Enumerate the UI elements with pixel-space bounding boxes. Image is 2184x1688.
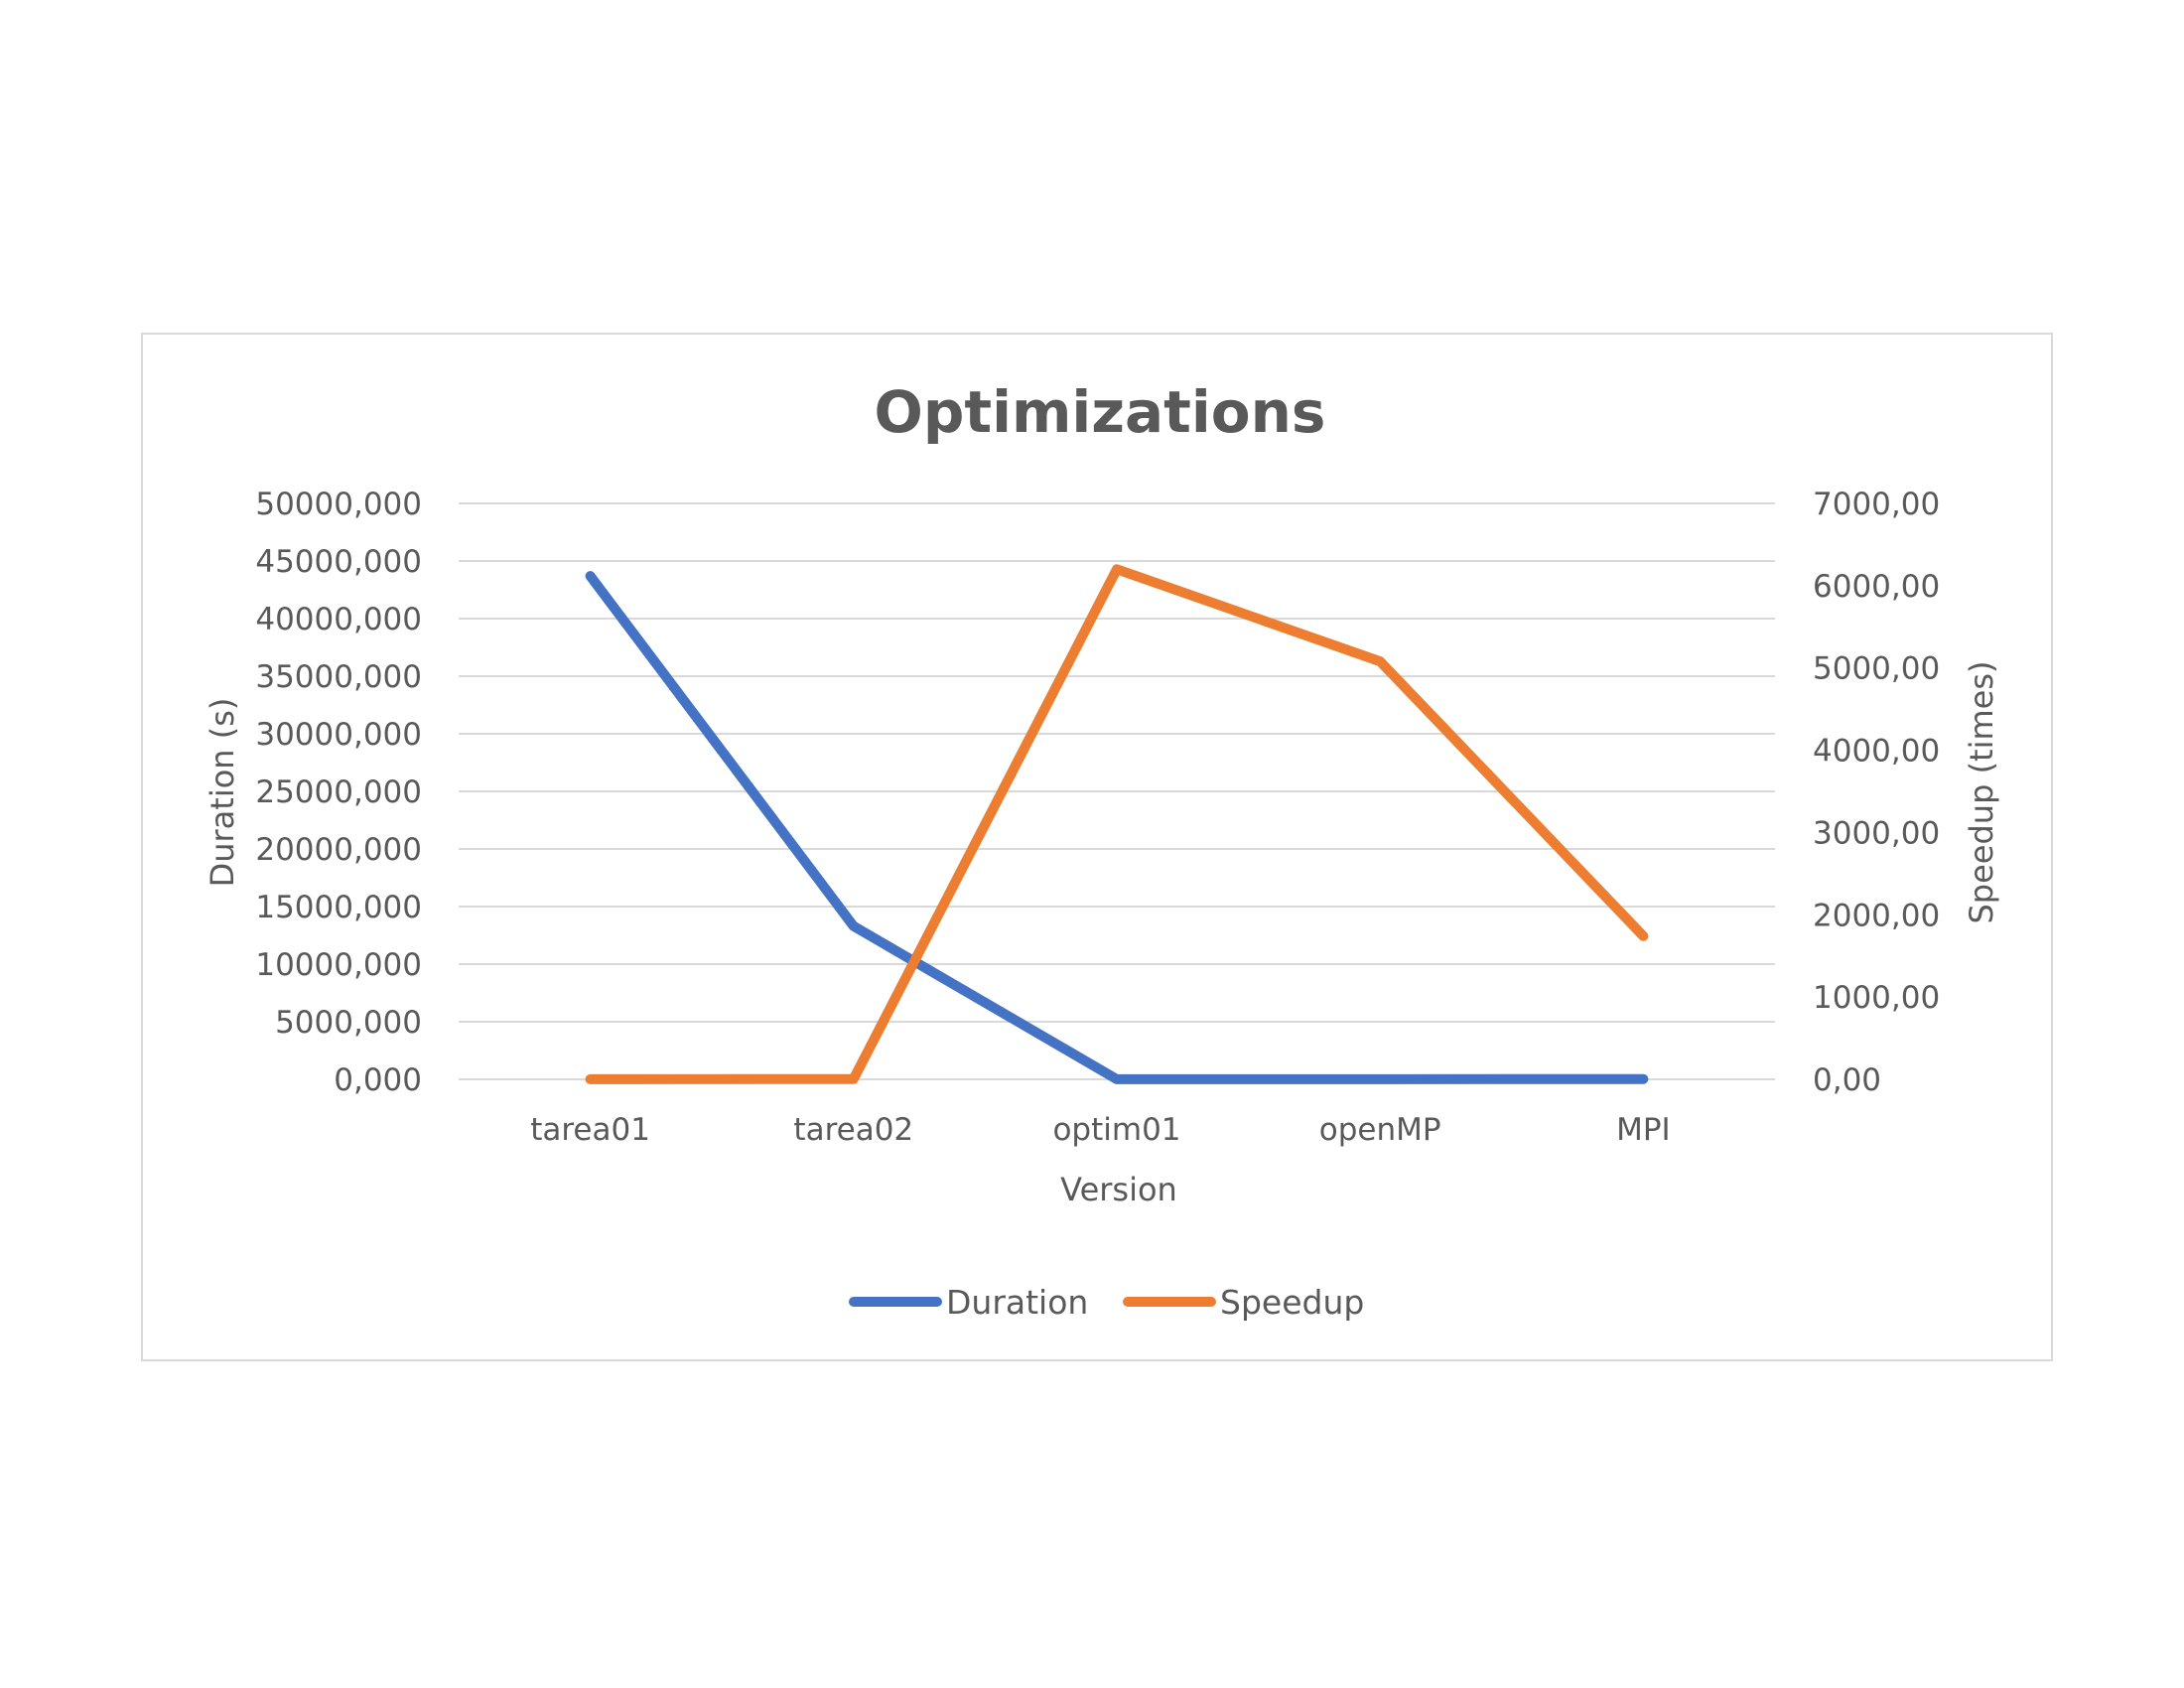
y2-tick-label: 5000,00 bbox=[1813, 651, 1940, 687]
chart-title: Optimizations bbox=[875, 378, 1326, 446]
series-line-duration bbox=[585, 571, 1649, 1084]
grid-lines bbox=[459, 502, 1775, 1080]
y2-tick-label: 0,00 bbox=[1813, 1062, 1881, 1098]
series-lines bbox=[585, 564, 1649, 1084]
y-axis-left-title: Duration (s) bbox=[204, 698, 241, 888]
x-axis-title: Version bbox=[1060, 1171, 1177, 1208]
series-line-speedup bbox=[585, 564, 1649, 1084]
legend: Duration Speedup bbox=[849, 1283, 1364, 1322]
x-tick-label: openMP bbox=[1319, 1112, 1441, 1148]
legend-label-duration: Duration bbox=[946, 1283, 1088, 1322]
y-tick-label: 40000,000 bbox=[255, 602, 422, 637]
y-tick-label: 50000,000 bbox=[255, 487, 422, 522]
y-tick-label: 25000,000 bbox=[255, 774, 422, 810]
x-tick-label: tarea01 bbox=[530, 1112, 650, 1148]
x-tick-label: tarea02 bbox=[793, 1112, 913, 1148]
legend-label-speedup: Speedup bbox=[1220, 1283, 1364, 1322]
y-tick-label: 35000,000 bbox=[255, 659, 422, 695]
y-tick-label: 10000,000 bbox=[255, 947, 422, 983]
y-tick-label: 5000,000 bbox=[275, 1005, 422, 1041]
y-tick-label: 15000,000 bbox=[255, 890, 422, 925]
x-tick-label: optim01 bbox=[1052, 1112, 1180, 1148]
y2-tick-label: 7000,00 bbox=[1813, 487, 1940, 522]
x-axis-ticks: tarea01 tarea02 optim01 openMP MPI bbox=[530, 1112, 1670, 1148]
y2-tick-label: 3000,00 bbox=[1813, 815, 1940, 851]
y-axis-right-ticks: 0,00 1000,00 2000,00 3000,00 4000,00 5000,00 6… bbox=[1813, 487, 1940, 1098]
y-axis-left-ticks: 0,000 5000,000 10000,000 15000,000 20000,000… bbox=[255, 487, 422, 1098]
y-tick-label: 20000,000 bbox=[255, 832, 422, 868]
y-tick-label: 30000,000 bbox=[255, 717, 422, 753]
y-axis-right-title: Speedup (times) bbox=[1963, 660, 2000, 923]
y2-tick-label: 4000,00 bbox=[1813, 734, 1940, 770]
y-tick-label: 45000,000 bbox=[255, 544, 422, 580]
y2-tick-label: 2000,00 bbox=[1813, 898, 1940, 933]
y2-tick-label: 6000,00 bbox=[1813, 569, 1940, 605]
y-tick-label: 0,000 bbox=[334, 1062, 422, 1098]
x-tick-label: MPI bbox=[1616, 1112, 1671, 1148]
y2-tick-label: 1000,00 bbox=[1813, 980, 1940, 1016]
